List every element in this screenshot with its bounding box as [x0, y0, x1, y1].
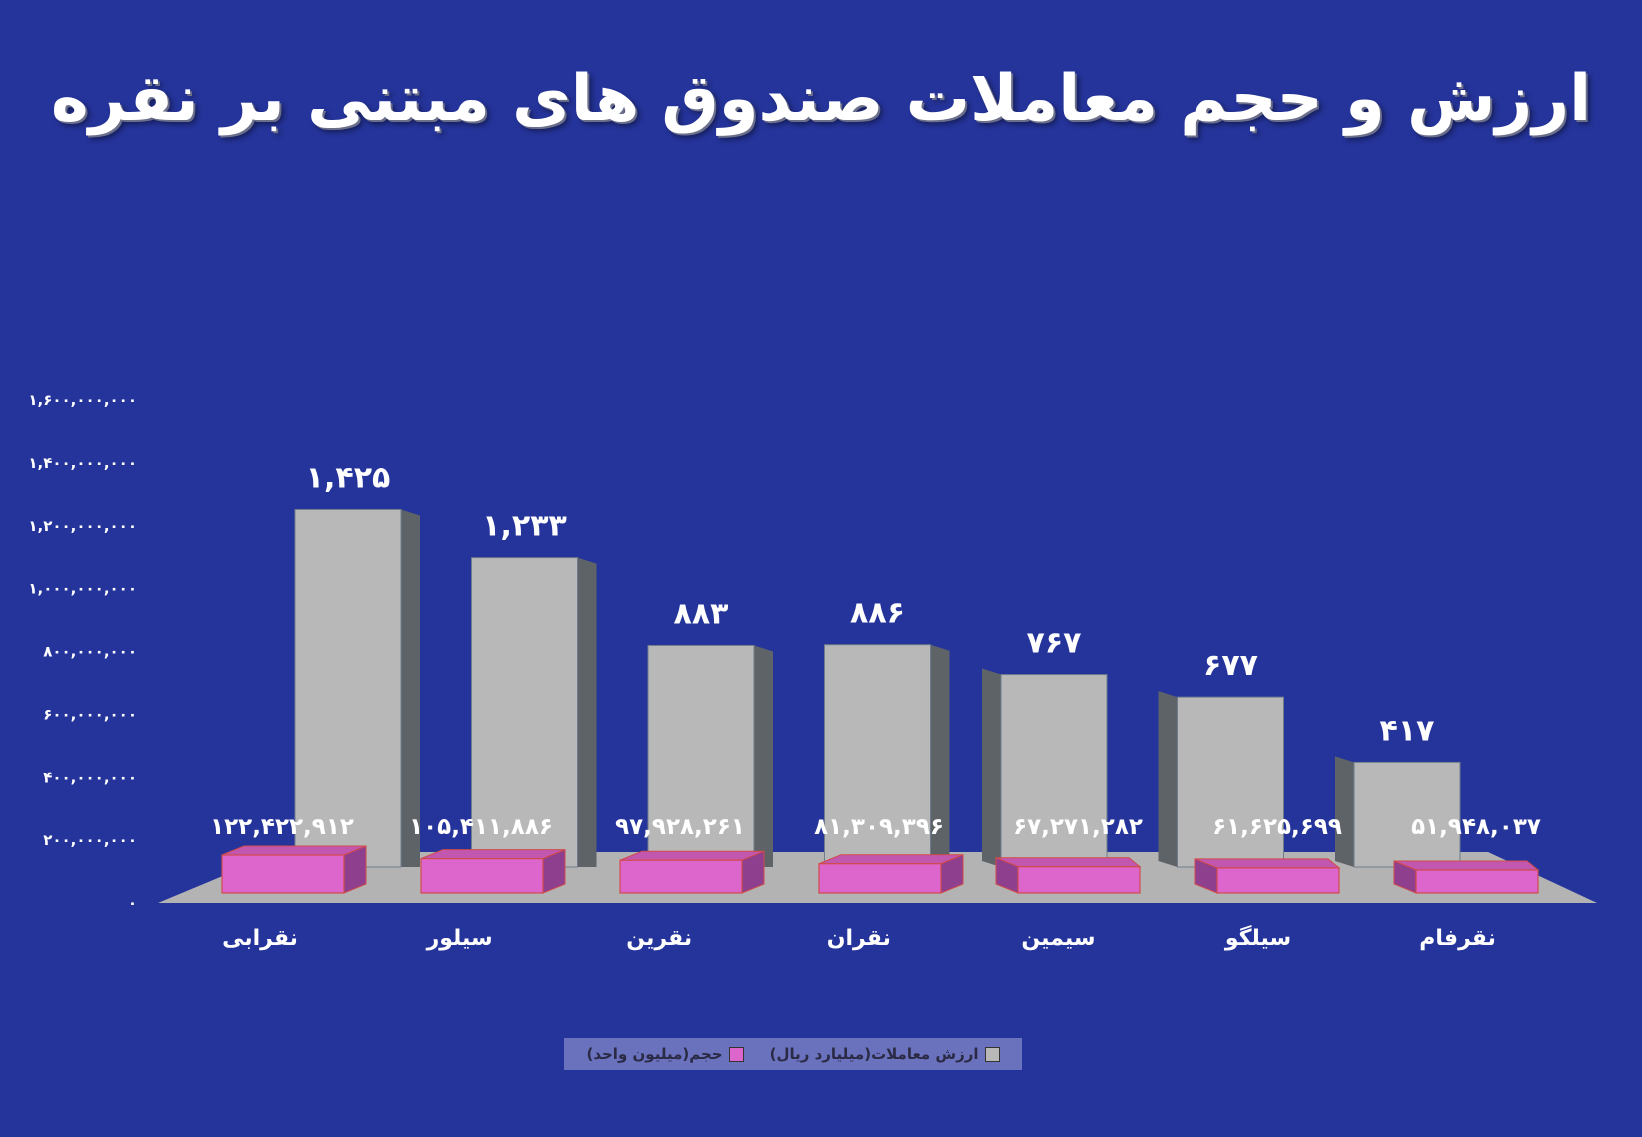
volume-data-label: ۹۷,۹۲۸,۲۶۱: [615, 814, 745, 840]
legend-swatch-volume: [728, 1046, 744, 1062]
value-data-label: ۸۸۶: [850, 596, 905, 631]
category-label: نقرفام: [1419, 926, 1496, 951]
category-label: سیمین: [1021, 926, 1095, 951]
value-bar: [824, 644, 931, 868]
volume-bar-top: [420, 849, 566, 860]
category-label: نقرین: [626, 926, 692, 951]
volume-data-label: ۶۷,۲۷۱,۲۸۲: [1013, 814, 1143, 840]
value-data-label: ۱,۴۲۵: [306, 460, 391, 495]
volume-bar-top: [818, 854, 964, 865]
value-data-label: ۶۷۷: [1203, 648, 1258, 683]
y-tick-label: ۶۰۰,۰۰۰,۰۰۰: [43, 705, 137, 723]
y-tick-label: ۴۰۰,۰۰۰,۰۰۰: [43, 768, 137, 786]
volume-bar-top: [1194, 858, 1341, 869]
volume-bar-top: [221, 845, 367, 856]
value-bar-side: [930, 644, 950, 867]
volume-bar: [818, 863, 942, 894]
legend: ارزش معاملات(میلیارد ریال) حجم(میلیون وا…: [564, 1038, 1022, 1070]
value-bar-side: [982, 668, 1001, 867]
volume-data-label: ۱۰۵,۴۱۱,۸۸۶: [409, 814, 553, 840]
category-label: نقران: [827, 926, 891, 951]
value-bars: [294, 508, 1461, 868]
y-tick-label: ۲۰۰,۰۰۰,۰۰۰: [43, 831, 137, 849]
volume-data-label: ۱۲۲,۴۲۲,۹۱۲: [210, 814, 354, 840]
legend-label-value: ارزش معاملات(میلیارد ریال): [769, 1045, 979, 1063]
value-bar-side: [1335, 756, 1354, 867]
value-data-label: ۷۶۷: [1027, 626, 1082, 661]
category-label: سیلور: [426, 926, 493, 951]
value-bar: [1177, 696, 1284, 868]
category-label: نقرابی: [222, 926, 298, 951]
y-tick-label: ۱,۰۰۰,۰۰۰,۰۰۰: [28, 580, 137, 598]
legend-item-volume: حجم(میلیون واحد): [586, 1045, 744, 1063]
volume-data-label: ۶۱,۶۲۵,۶۹۹: [1212, 814, 1342, 840]
volume-bar-top: [1393, 860, 1540, 871]
legend-swatch-value: [984, 1046, 1000, 1062]
volume-bars: [221, 845, 1540, 894]
volume-bar-top: [995, 857, 1142, 868]
volume-bar: [619, 859, 743, 894]
value-bar-side: [1158, 691, 1178, 867]
category-label: سیلگو: [1224, 924, 1291, 951]
y-tick-label: ۱,۲۰۰,۰۰۰,۰۰۰: [28, 517, 137, 535]
volume-data-label: ۸۱,۳۰۹,۳۹۶: [814, 814, 944, 840]
y-axis-ticks: ۰ ۲۰۰,۰۰۰,۰۰۰ ۴۰۰,۰۰۰,۰۰۰ ۶۰۰,۰۰۰,۰۰۰ ۸۰۰,۰۰…: [28, 391, 137, 912]
y-tick-label: ۱,۶۰۰,۰۰۰,۰۰۰: [28, 391, 137, 409]
value-data-label: ۴۱۷: [1380, 713, 1435, 748]
value-bar: [471, 557, 578, 868]
volume-bar: [221, 854, 345, 894]
value-bar: [647, 644, 755, 868]
value-bar: [1353, 761, 1461, 868]
value-data-label: ۸۸۳: [674, 596, 729, 631]
value-bar-side: [401, 509, 420, 867]
data-labels: ۱,۴۲۵ ۱۲۲,۴۲۲,۹۱۲ ۱,۲۳۳ ۱۰۵,۴۱۱,۸۸۶ ۸۸۳ ۹۷,۹۲…: [210, 460, 1541, 840]
category-labels: نقرابی سیلور نقرین نقران سیمین سیلگو نقرفام: [222, 924, 1496, 951]
y-tick-label: ۰: [128, 894, 137, 912]
value-bar-side: [577, 557, 597, 867]
legend-item-value: ارزش معاملات(میلیارد ریال): [770, 1045, 1000, 1063]
value-data-label: ۱,۲۳۳: [482, 509, 567, 544]
volume-bar: [1415, 869, 1539, 894]
value-bar: [294, 508, 402, 868]
volume-data-label: ۵۱,۹۴۸,۰۳۷: [1411, 814, 1541, 840]
value-bar-side: [754, 645, 773, 867]
volume-bar: [1216, 867, 1340, 894]
volume-bar: [420, 858, 544, 894]
volume-bar: [1017, 866, 1141, 894]
value-bar: [1000, 674, 1108, 868]
volume-bar-top: [619, 850, 765, 861]
chart-title: ارزش و حجم معاملات صندوق های مبتنی بر نق…: [51, 62, 1591, 136]
legend-label-volume: حجم(میلیون واحد): [586, 1045, 723, 1063]
y-tick-label: ۱,۴۰۰,۰۰۰,۰۰۰: [28, 454, 137, 472]
y-tick-label: ۸۰۰,۰۰۰,۰۰۰: [43, 643, 137, 661]
